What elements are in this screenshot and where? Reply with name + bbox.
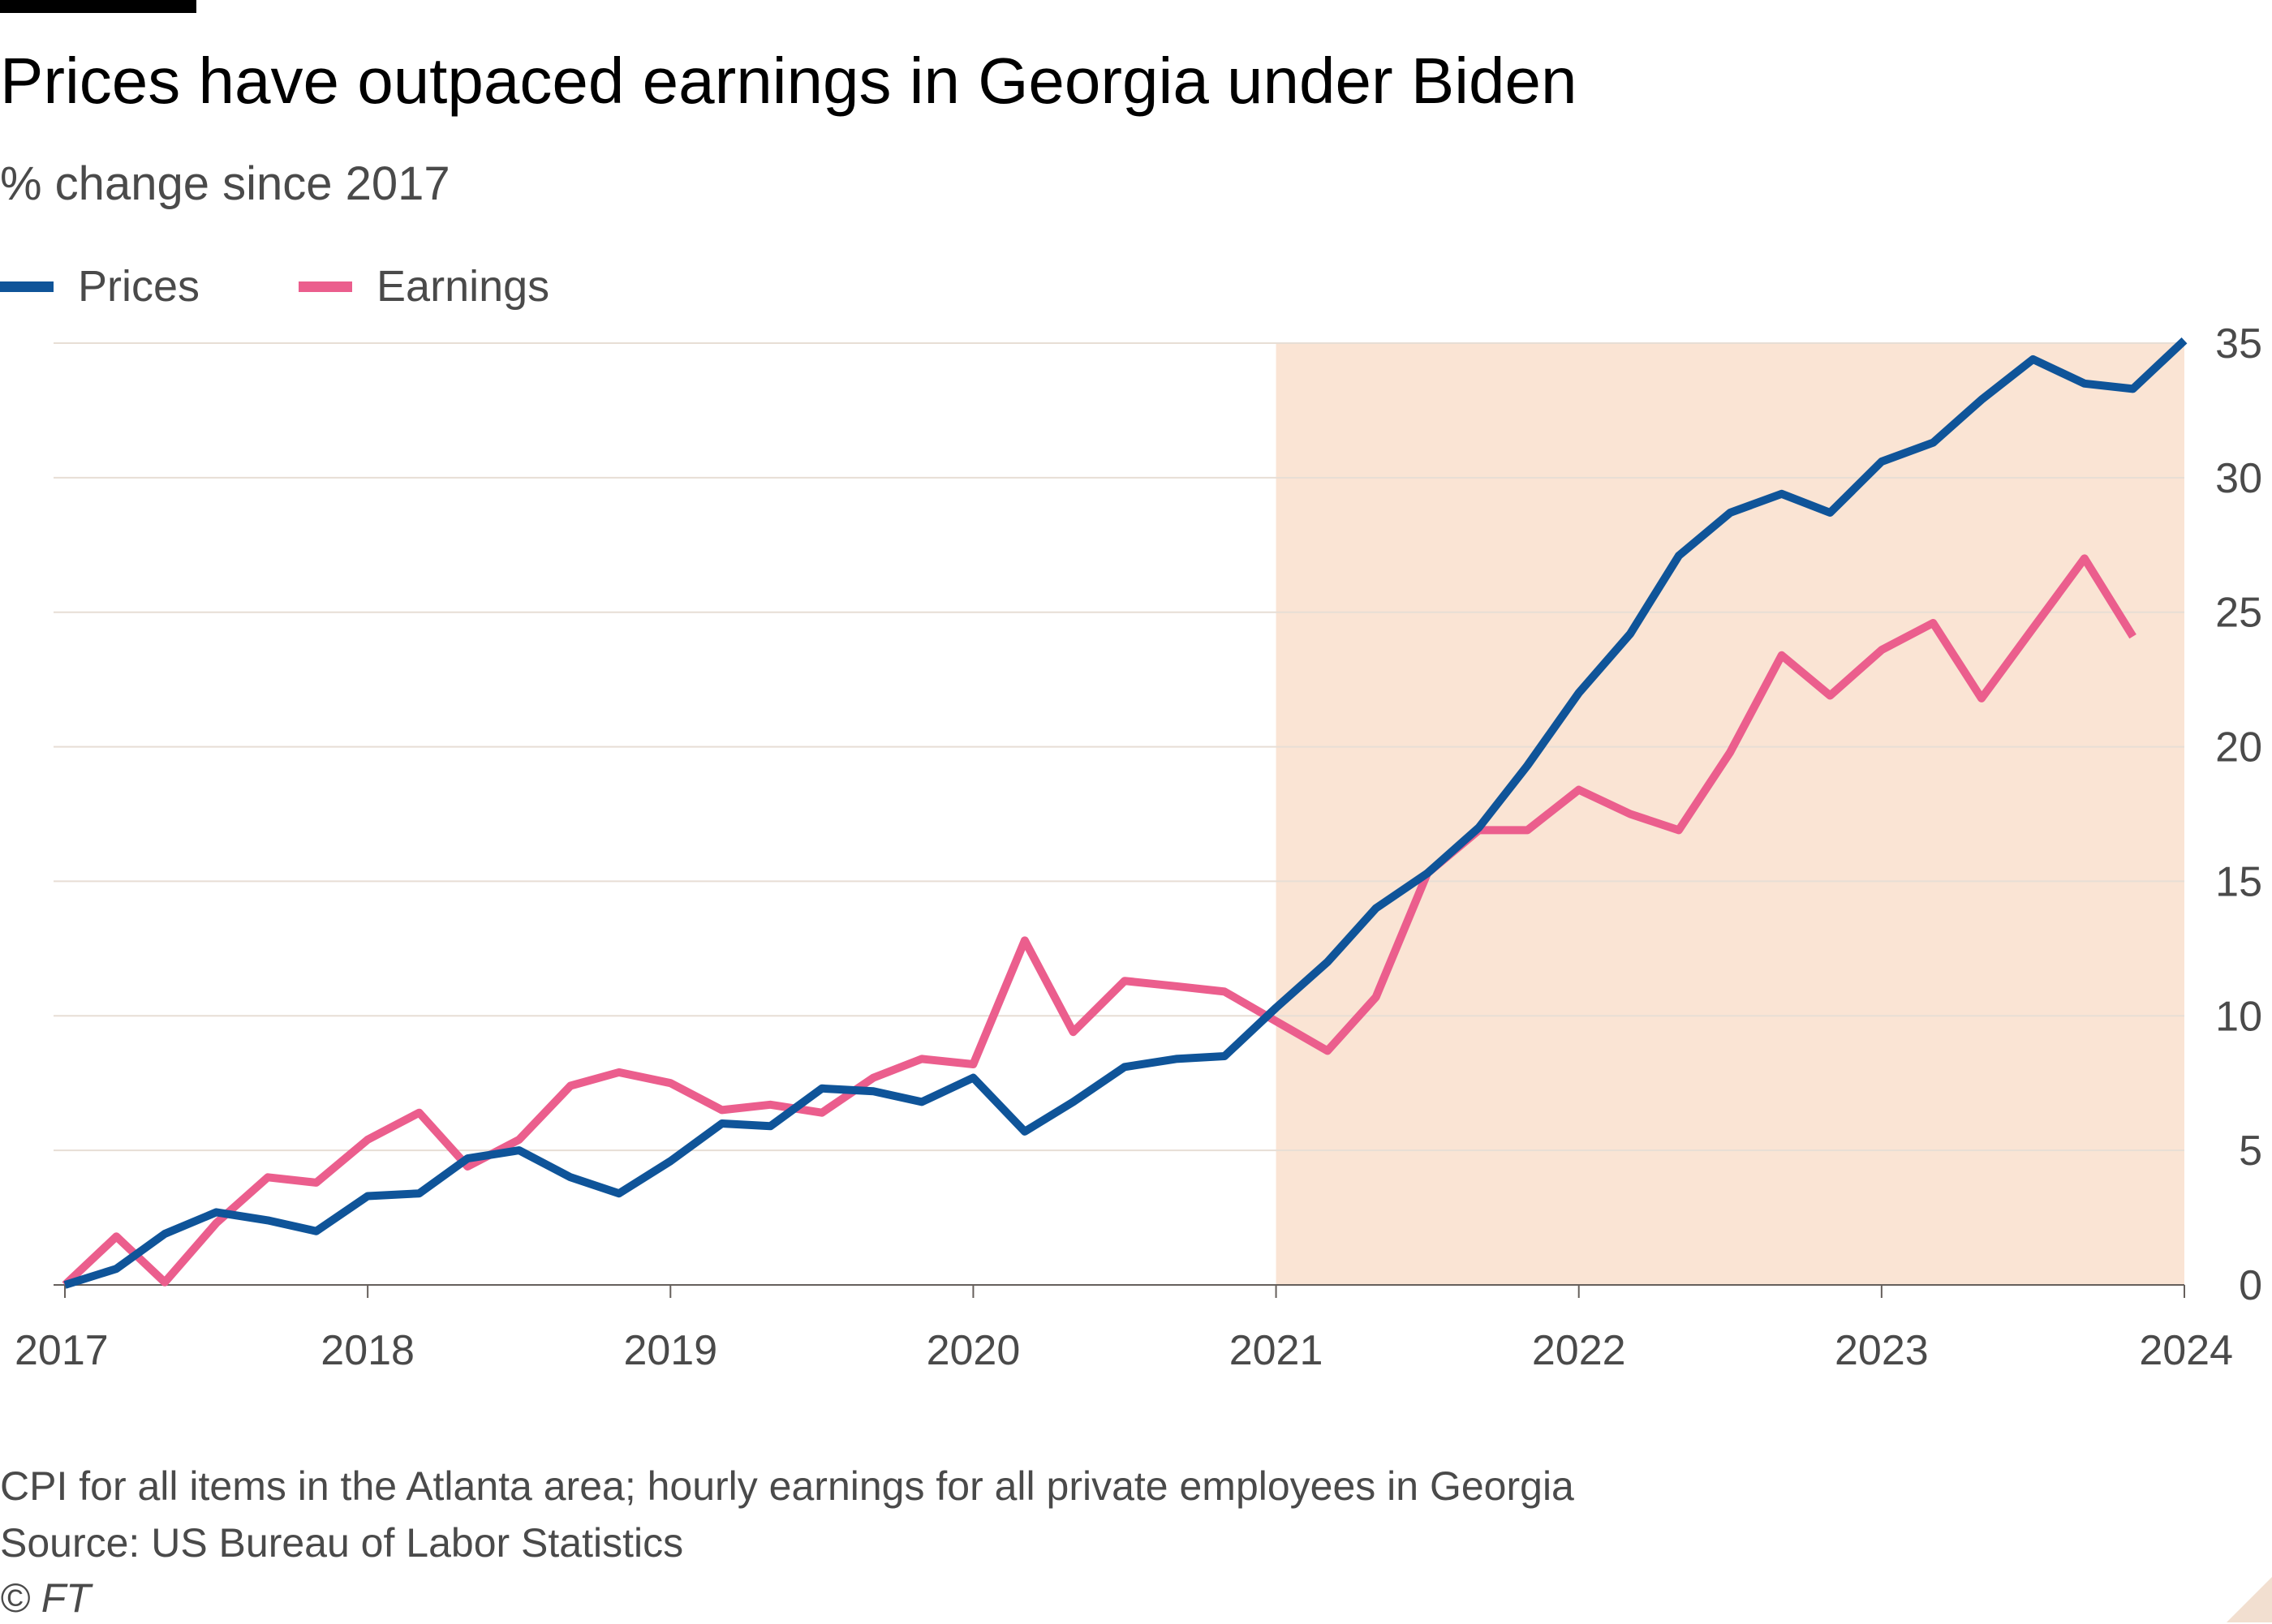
x-tick-label-2019: 2019	[623, 1327, 717, 1374]
x-tick-label-2022: 2022	[1532, 1327, 1626, 1374]
x-tick-label-2024: 2024	[2139, 1327, 2233, 1374]
shaded-region	[1276, 343, 2184, 1285]
y-tick-label-10: 10	[2215, 993, 2262, 1040]
x-tick-label-2021: 2021	[1229, 1327, 1323, 1374]
x-tick-label-2023: 2023	[1835, 1327, 1929, 1374]
y-tick-label-30: 30	[2215, 455, 2262, 502]
corner-fold-mark	[2227, 1577, 2272, 1622]
shaded-region-layer	[1276, 343, 2184, 1285]
legend-item-earnings: Earnings	[299, 260, 549, 312]
credit-text: © FT	[0, 1575, 91, 1621]
legend-swatch-earnings	[299, 281, 353, 292]
y-tick-label-5: 5	[2239, 1128, 2262, 1175]
chart-title: Prices have outpaced earnings in Georgia…	[0, 45, 1577, 117]
series-lines	[62, 337, 2188, 1289]
y-tick-label-25: 25	[2215, 590, 2262, 637]
axes: 0 5 10 15 20 25 30 35 2017 2018 2019 2020 2021 2022 20…	[15, 320, 2262, 1374]
series-line-prices	[63, 337, 2188, 1289]
legend-swatch-prices	[0, 281, 54, 292]
x-tick-label-2020: 2020	[927, 1327, 1021, 1374]
chart-legend: Prices Earnings	[0, 258, 648, 315]
y-tick-label-0: 0	[2239, 1262, 2262, 1309]
series-line-earnings	[62, 554, 2136, 1288]
legend-label-prices: Prices	[78, 262, 200, 311]
x-tick-label-2018: 2018	[321, 1327, 415, 1374]
legend-label-earnings: Earnings	[377, 262, 550, 311]
y-tick-label-20: 20	[2215, 724, 2262, 771]
legend-item-prices: Prices	[0, 260, 200, 312]
x-tick-label-2017: 2017	[15, 1327, 109, 1374]
footnote-text: CPI for all items in the Atlanta area; h…	[0, 1463, 1574, 1509]
source-text: Source: US Bureau of Labor Statistics	[0, 1520, 684, 1566]
brand-top-bar	[0, 0, 196, 13]
y-tick-label-15: 15	[2215, 858, 2262, 905]
gridlines	[54, 342, 2184, 1152]
chart-subtitle: % change since 2017	[0, 157, 450, 210]
y-tick-label-35: 35	[2215, 320, 2262, 367]
